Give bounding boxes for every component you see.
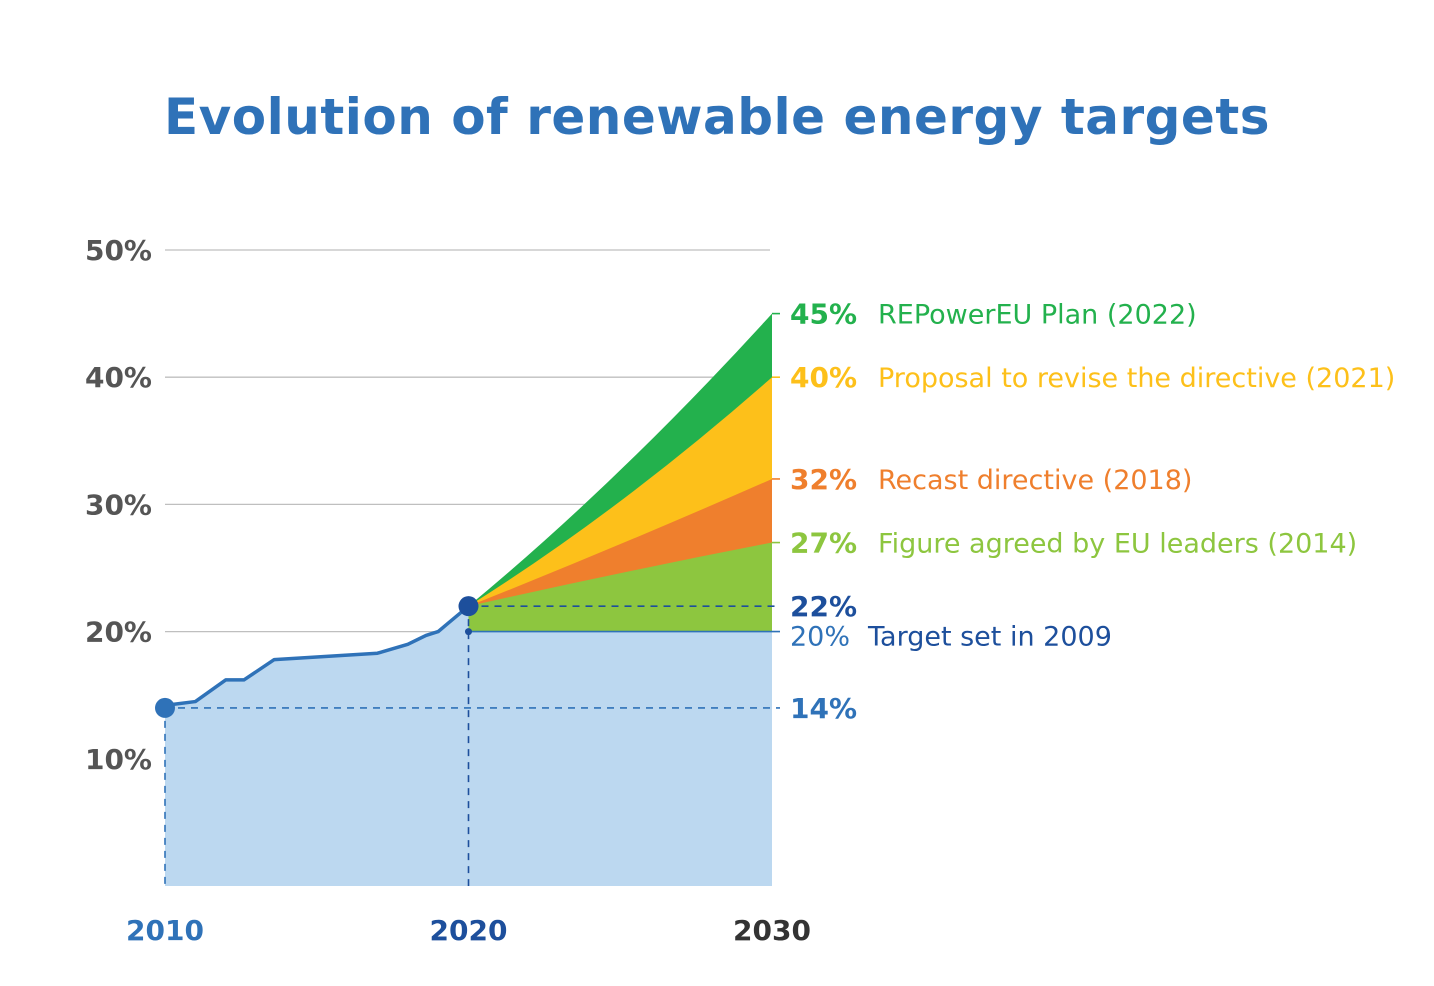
y-tick-label-20: 20% [85,616,152,649]
line-layer [155,312,780,886]
target-name: Proposal to revise the directive [878,363,1306,394]
target-value-label: 27% [790,527,857,560]
x-tick-label-2020: 2020 [430,914,508,947]
target-name: Recast directive [878,465,1103,496]
y-tick-label-50: 50% [85,234,152,267]
target-year: (2018) [1103,465,1193,496]
target-year: (2021) [1306,363,1396,394]
target-name-label: Figure agreed by EU leaders (2014) [878,529,1357,560]
target-wedge-27 [468,542,772,632]
target-year: (2014) [1267,529,1357,560]
target-value-label: 40% [790,361,857,394]
target-name-label: Recast directive (2018) [878,465,1192,496]
target-year: (2022) [1107,300,1197,331]
actual-share-area [165,606,772,886]
target-name: REPowerEU Plan [878,300,1107,331]
actual-share-line [164,604,470,708]
y-tick-label-40: 40% [85,361,152,394]
marker-2020 [458,596,479,617]
y-tick-label-30: 30% [85,488,152,521]
chart-title: Evolution of renewable energy targets [163,88,1271,146]
label-layer: 10% 20% 30% 40% 50% 27% Figure agreed by EU le… [85,234,1395,947]
value-label-22: 22% [790,590,857,623]
target-value-label: 45% [790,298,857,331]
target-name-label: REPowerEU Plan (2022) [878,300,1197,331]
y-tick-label-10: 10% [85,743,152,776]
marker-2010 [155,697,175,718]
value-label-14: 14% [790,692,857,725]
target-value-label: 32% [790,463,857,496]
x-tick-label-2010: 2010 [126,914,204,947]
target-name-label: Proposal to revise the directive (2021) [878,363,1395,394]
target-name: Figure agreed by EU leaders [878,529,1267,560]
marker-2020-baseline [465,628,472,636]
baseline-name-label: Target set in 2009 [867,622,1112,653]
baseline-value-label: 20% [790,622,850,653]
area-layer [165,313,772,886]
x-tick-label-2030: 2030 [733,914,811,947]
